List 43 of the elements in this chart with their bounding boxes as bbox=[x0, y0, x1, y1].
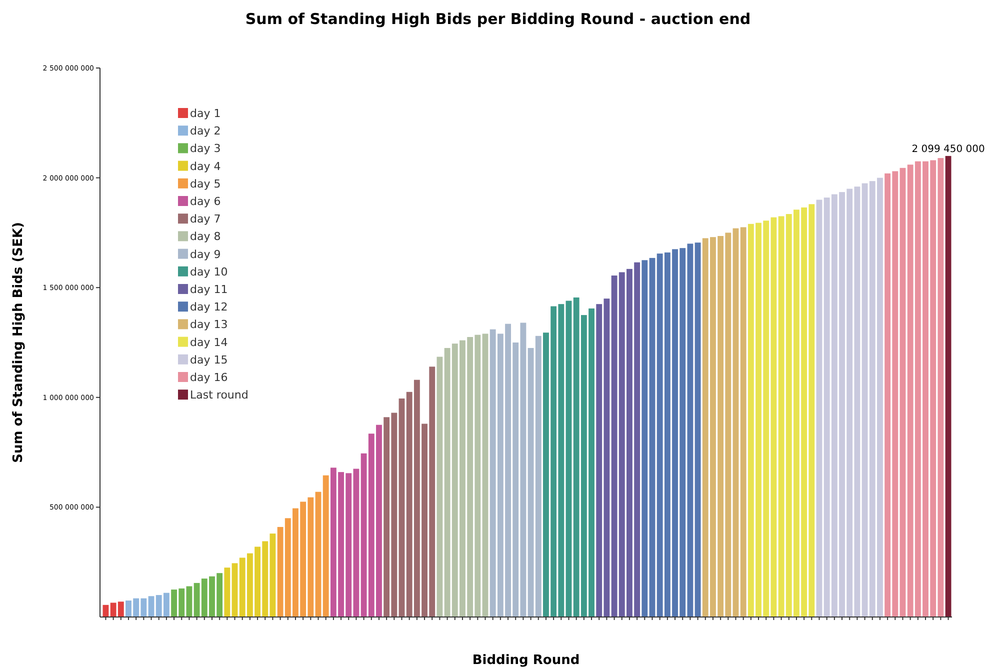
chart-title: Sum of Standing High Bids per Bidding Round - auction end bbox=[245, 10, 751, 28]
bar bbox=[232, 563, 238, 617]
legend-label: day 5 bbox=[190, 177, 221, 190]
legend-label: day 7 bbox=[190, 212, 221, 226]
bar bbox=[945, 156, 952, 617]
legend-label: day 4 bbox=[190, 160, 221, 173]
bar bbox=[148, 596, 154, 617]
bar bbox=[353, 468, 360, 617]
legend-label: day 16 bbox=[190, 371, 228, 384]
legend-label: Last round bbox=[190, 388, 248, 402]
x-axis-title: Bidding Round bbox=[472, 653, 580, 668]
bar bbox=[482, 334, 488, 617]
legend-label: day 6 bbox=[190, 195, 221, 208]
data-label: 2 099 450 000 bbox=[912, 144, 985, 155]
bar bbox=[566, 300, 572, 617]
legend-label: day 14 bbox=[190, 336, 228, 349]
legend-label: day 8 bbox=[190, 230, 221, 244]
bar bbox=[900, 168, 906, 617]
bar bbox=[649, 258, 656, 617]
bar bbox=[740, 227, 746, 617]
bar bbox=[398, 398, 405, 617]
legend-label: day 15 bbox=[190, 353, 228, 366]
bar bbox=[694, 242, 701, 617]
bar bbox=[862, 183, 868, 617]
bar bbox=[322, 475, 329, 617]
legend-label: day 13 bbox=[190, 318, 228, 332]
legend-label: day 3 bbox=[190, 142, 221, 156]
bar bbox=[315, 492, 322, 617]
bar bbox=[642, 260, 648, 617]
legend-label: day 12 bbox=[190, 300, 228, 314]
legend-label: day 9 bbox=[190, 248, 221, 261]
legend-label: day 10 bbox=[190, 265, 228, 278]
bar bbox=[436, 356, 443, 617]
bar bbox=[186, 586, 192, 617]
bar bbox=[778, 216, 784, 617]
legend-label: day 1 bbox=[190, 107, 221, 120]
bar bbox=[732, 228, 739, 617]
legend-label: day 2 bbox=[190, 124, 221, 138]
bar bbox=[224, 568, 230, 617]
bar bbox=[270, 534, 276, 617]
y-axis-title: Sum of Standing High Bids (SEK) bbox=[11, 222, 26, 463]
legend-label: day 11 bbox=[190, 283, 228, 296]
bar bbox=[816, 200, 822, 617]
